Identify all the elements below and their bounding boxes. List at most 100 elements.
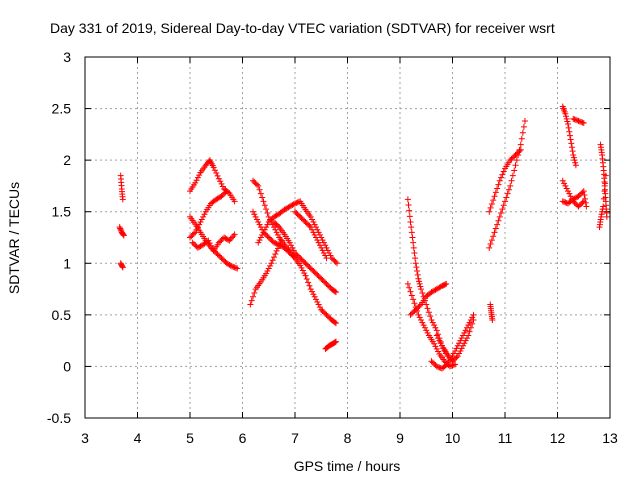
data-point	[487, 240, 494, 247]
data-point	[519, 129, 526, 136]
data-point	[327, 252, 334, 259]
data-point	[563, 199, 570, 206]
data-point	[311, 269, 318, 276]
data-point	[221, 190, 228, 197]
data-point	[201, 211, 208, 218]
data-point	[566, 128, 573, 135]
data-point	[513, 157, 520, 164]
data-point	[295, 212, 302, 219]
data-point	[326, 249, 333, 256]
data-point	[417, 283, 424, 290]
data-point	[305, 279, 312, 286]
x-tick-label: 13	[602, 430, 618, 446]
data-point	[119, 264, 126, 271]
data-point	[218, 180, 225, 187]
data-point	[511, 167, 518, 174]
data-point	[190, 230, 197, 237]
y-tick-label: 2.5	[52, 101, 72, 117]
data-point	[518, 135, 525, 142]
data-point	[509, 154, 516, 161]
data-point	[457, 337, 464, 344]
x-tick-label: 6	[239, 430, 247, 446]
data-point	[309, 226, 316, 233]
data-point	[264, 233, 271, 240]
data-point	[218, 237, 225, 244]
data-point	[570, 151, 577, 158]
data-point	[307, 213, 314, 220]
data-point	[331, 319, 338, 326]
data-point	[491, 193, 498, 200]
data-point	[498, 174, 505, 181]
data-point	[432, 324, 439, 331]
data-point	[295, 198, 302, 205]
data-point	[412, 260, 419, 267]
data-point	[500, 202, 507, 209]
data-point	[281, 244, 288, 251]
data-point	[301, 217, 308, 224]
data-point	[407, 219, 414, 226]
data-point	[504, 190, 511, 197]
data-point	[581, 191, 588, 198]
data-point	[303, 276, 310, 283]
data-point	[575, 203, 582, 210]
data-point	[289, 244, 296, 251]
data-point	[450, 356, 457, 363]
data-point	[298, 264, 305, 271]
data-point	[407, 311, 414, 318]
data-point	[117, 226, 124, 233]
data-point	[572, 200, 579, 207]
data-point	[508, 177, 515, 184]
data-point	[268, 260, 275, 267]
data-point	[423, 301, 430, 308]
data-point	[492, 225, 499, 232]
data-point	[507, 157, 514, 164]
data-point	[568, 140, 575, 147]
data-point	[187, 234, 193, 241]
data-point	[409, 234, 416, 241]
data-point	[462, 337, 469, 344]
data-point	[271, 254, 277, 261]
data-point	[251, 289, 258, 296]
data-point	[406, 284, 413, 291]
data-point	[189, 231, 196, 238]
y-tick-label: 1.5	[52, 204, 72, 220]
data-point	[600, 203, 607, 210]
data-point	[323, 244, 330, 251]
data-point	[421, 324, 428, 331]
data-point	[565, 188, 571, 195]
data-point	[410, 239, 417, 246]
data-point	[407, 288, 414, 295]
data-point	[460, 332, 466, 339]
data-point	[306, 264, 313, 271]
data-point	[583, 203, 590, 210]
data-point	[420, 322, 427, 329]
data-point	[271, 219, 277, 226]
data-point	[313, 234, 319, 241]
data-point	[600, 195, 607, 202]
data-point	[286, 239, 293, 246]
data-point	[192, 229, 199, 236]
data-point	[211, 167, 218, 174]
data-point	[215, 175, 222, 182]
data-point	[433, 327, 440, 334]
data-point	[567, 193, 574, 200]
data-point	[306, 222, 313, 229]
data-point	[311, 231, 318, 238]
data-point	[453, 345, 460, 352]
data-point	[331, 257, 338, 264]
data-point	[293, 210, 300, 217]
data-point	[516, 148, 523, 155]
x-tick-label: 4	[134, 430, 142, 446]
data-point	[492, 189, 499, 196]
data-point	[574, 117, 581, 124]
data-point	[311, 221, 318, 228]
data-point	[231, 264, 238, 271]
data-point	[326, 283, 333, 290]
data-point	[453, 354, 460, 361]
data-point	[253, 181, 260, 188]
data-point	[252, 213, 259, 220]
data-point	[569, 148, 576, 155]
data-point	[248, 297, 255, 304]
data-point	[297, 213, 304, 220]
data-point	[265, 234, 272, 241]
